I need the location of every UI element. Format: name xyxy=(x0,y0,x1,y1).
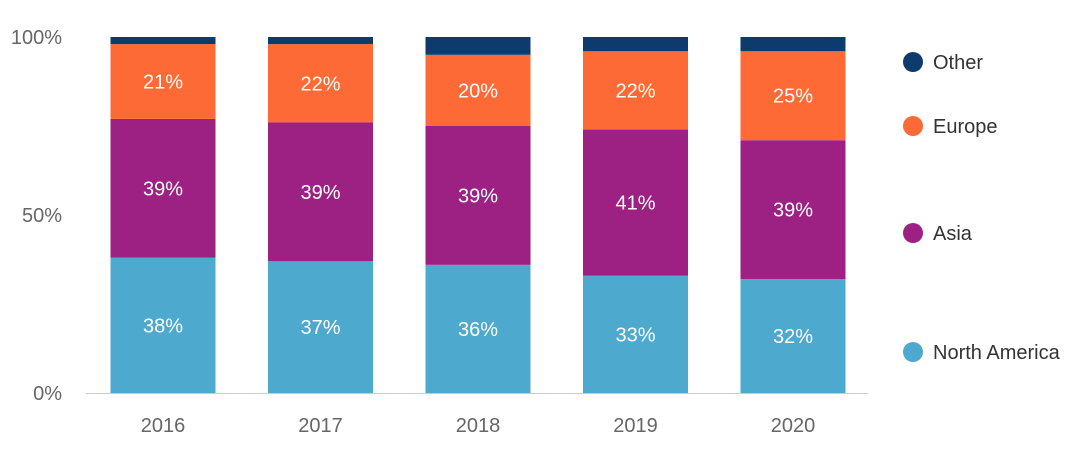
bar-segment-north-america xyxy=(110,257,216,393)
bar-segment-asia xyxy=(583,129,688,276)
bar-segment-other xyxy=(740,37,846,52)
legend-marker xyxy=(903,52,923,72)
data-label: 39% xyxy=(773,200,813,222)
data-label: 39% xyxy=(143,178,183,200)
bar-segment-north-america xyxy=(740,279,846,393)
x-tick-label: 2017 xyxy=(298,415,343,437)
data-label: 33% xyxy=(615,324,655,346)
y-tick-label: 0% xyxy=(33,383,62,405)
data-label: 20% xyxy=(458,80,498,102)
bar-segment-north-america xyxy=(583,275,688,393)
bar-segment-europe xyxy=(425,54,531,126)
bar-segment-asia xyxy=(268,122,373,262)
data-label: 37% xyxy=(300,317,340,339)
data-label: 32% xyxy=(773,326,813,348)
bar-segment-north-america xyxy=(425,264,531,393)
bar-segment-asia xyxy=(425,126,531,265)
x-tick-label: 2019 xyxy=(613,415,658,437)
legend-label: Asia xyxy=(933,223,973,245)
legend-label: Other xyxy=(933,52,983,74)
data-label: 38% xyxy=(143,315,183,337)
legend-marker xyxy=(903,342,923,362)
data-label: 41% xyxy=(615,193,655,215)
bar-segment-other xyxy=(110,37,216,45)
data-label: 22% xyxy=(615,80,655,102)
x-tick-label: 2016 xyxy=(141,415,186,437)
bar-segment-other xyxy=(583,37,688,52)
legend-label: Europe xyxy=(933,116,998,138)
legend-label: North America xyxy=(933,342,1061,364)
data-label: 25% xyxy=(773,86,813,108)
y-tick-label: 100% xyxy=(11,27,62,49)
data-label: 21% xyxy=(143,72,183,94)
bar-segment-north-america xyxy=(268,261,373,393)
bar-segment-europe xyxy=(110,44,216,119)
bar-segment-asia xyxy=(110,118,216,258)
bar-segment-europe xyxy=(268,44,373,123)
data-label: 36% xyxy=(458,319,498,341)
legend-marker xyxy=(903,116,923,136)
bar-segment-other xyxy=(268,37,373,45)
data-label: 39% xyxy=(458,185,498,207)
x-tick-label: 2018 xyxy=(456,415,501,437)
y-tick-label: 50% xyxy=(22,205,62,227)
legend-marker xyxy=(903,223,923,243)
bar-segment-europe xyxy=(740,51,846,141)
data-label: 39% xyxy=(300,182,340,204)
data-label: 22% xyxy=(300,73,340,95)
bar-segment-asia xyxy=(740,140,846,280)
bar-segment-europe xyxy=(583,51,688,130)
bar-segment-other xyxy=(425,37,531,55)
x-tick-label: 2020 xyxy=(771,415,816,437)
